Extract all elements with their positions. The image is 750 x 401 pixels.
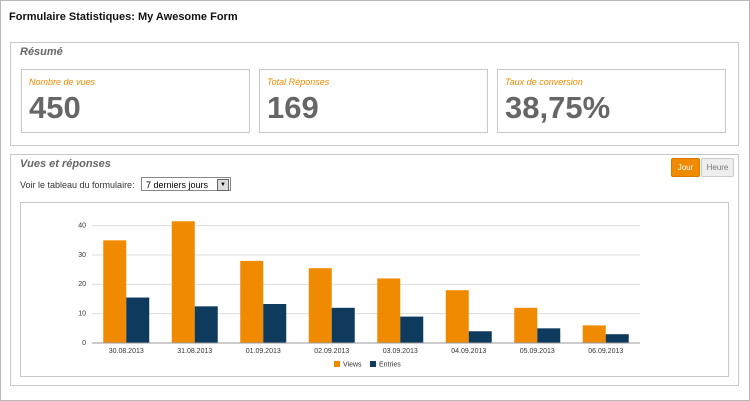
stat-label: Nombre de vues [29, 77, 96, 87]
x-tick-label: 30.08.2013 [109, 348, 144, 355]
bar [331, 307, 355, 343]
bar [582, 325, 606, 343]
legend-label: Entries [379, 361, 401, 368]
stat-card: Taux de conversion 38,75% [497, 69, 726, 133]
bar [537, 328, 561, 343]
stat-label: Taux de conversion [505, 77, 583, 87]
legend-label: Views [343, 361, 362, 368]
y-tick-label: 20 [78, 281, 86, 288]
chart-panel: Vues et réponses Jour Heure Voir le tabl… [10, 154, 739, 386]
x-tick-label: 02.09.2013 [314, 348, 349, 355]
filter-label: Voir le tableau du formulaire: [20, 180, 135, 190]
page-title: Formulaire Statistiques: My Awesome Form [9, 11, 238, 23]
select-value: 7 derniers jours [146, 180, 209, 190]
bar [126, 297, 150, 343]
bar [605, 334, 629, 343]
stat-card: Nombre de vues 450 [21, 69, 250, 133]
x-tick-label: 01.09.2013 [246, 348, 281, 355]
y-tick-label: 30 [78, 252, 86, 259]
bar [194, 306, 218, 343]
stat-value: 450 [29, 90, 81, 125]
x-tick-label: 31.08.2013 [177, 348, 212, 355]
x-tick-label: 05.09.2013 [520, 348, 555, 355]
section-title: Vues et réponses [20, 158, 111, 170]
bar [377, 278, 401, 343]
chart-frame: 0 10 20 30 40 30.08.2013 31.08.2013 01.09.2013 0… [20, 202, 729, 377]
x-tick-label: 06.09.2013 [588, 348, 623, 355]
y-tick-label: 40 [78, 223, 86, 230]
select-arrow[interactable]: ▼ [217, 179, 229, 191]
legend-swatch [370, 361, 376, 367]
bar [240, 260, 264, 343]
stat-value: 38,75% [505, 90, 611, 125]
x-tick-label: 03.09.2013 [383, 348, 418, 355]
bar [308, 268, 332, 343]
summary-panel: Résumé Nombre de vues 450 Total Réponses 1… [10, 42, 739, 146]
x-tick-label: 04.09.2013 [451, 348, 486, 355]
bar [445, 290, 469, 343]
chart: 0 10 20 30 40 30.08.2013 31.08.2013 01.09.2013 0… [78, 221, 640, 368]
filter-select[interactable]: 7 derniers jours ▼ [141, 177, 231, 191]
stat-label: Total Réponses [267, 77, 330, 87]
bar [263, 303, 287, 343]
day-button[interactable]: Jour [671, 158, 700, 177]
y-tick-label: 10 [78, 311, 86, 318]
stat-value: 169 [267, 90, 319, 125]
bar [514, 307, 538, 343]
legend-swatch [334, 361, 340, 367]
bar [400, 316, 424, 343]
bar [171, 221, 195, 343]
summary-title: Résumé [20, 46, 63, 58]
stat-card: Total Réponses 169 [259, 69, 488, 133]
bar [103, 240, 127, 343]
y-tick-label: 0 [82, 340, 86, 347]
hour-button[interactable]: Heure [701, 158, 734, 177]
bar [468, 331, 492, 343]
